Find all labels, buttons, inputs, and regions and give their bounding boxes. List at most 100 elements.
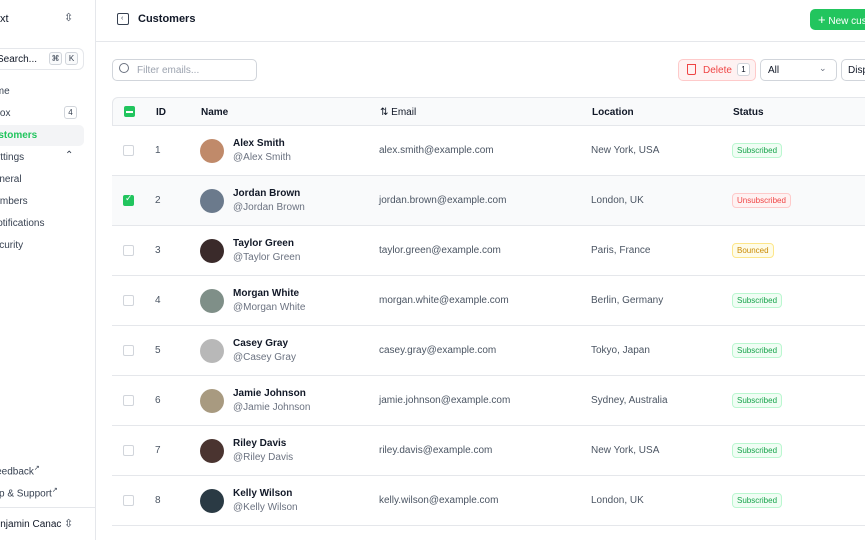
status-badge: Subscribed xyxy=(732,143,783,158)
sidebar-item-notifications[interactable]: Notifications xyxy=(0,218,45,229)
sidebar-item-settings[interactable]: Settings xyxy=(0,152,25,163)
customer-location: London, UK xyxy=(591,195,644,206)
customer-handle: @Alex Smith xyxy=(233,152,291,163)
customer-email: taylor.green@example.com xyxy=(379,245,501,256)
status-badge: Bounced xyxy=(732,243,774,258)
column-name: Name xyxy=(201,107,229,118)
customer-name: Taylor Green xyxy=(233,238,294,249)
row-checkbox[interactable] xyxy=(123,345,134,356)
row-id: 4 xyxy=(155,295,161,306)
customer-location: Berlin, Germany xyxy=(591,295,664,306)
customer-email: riley.davis@example.com xyxy=(379,445,493,456)
avatar xyxy=(200,339,224,363)
customer-email: casey.gray@example.com xyxy=(379,345,497,356)
column-email[interactable]: ⇅ Email xyxy=(380,107,417,118)
row-id: 3 xyxy=(155,245,161,256)
status-badge: Unsubscribed xyxy=(732,193,791,208)
customer-location: New York, USA xyxy=(591,445,660,456)
sidebar: Nuxt ⇳ Search... ⌘ K Home Inbox 4 Custom… xyxy=(0,0,96,540)
status-filter-select[interactable]: All ⌄ xyxy=(760,59,837,81)
row-id: 1 xyxy=(155,145,161,156)
team-switcher[interactable]: Nuxt xyxy=(0,13,9,25)
customer-location: Paris, France xyxy=(591,245,651,256)
avatar xyxy=(200,139,224,163)
sidebar-collapse-icon[interactable]: ‹ xyxy=(117,13,129,25)
filter-emails-input[interactable]: Filter emails... xyxy=(112,59,257,81)
sidebar-item-customers-bg[interactable] xyxy=(0,125,84,146)
customer-handle: @Jamie Johnson xyxy=(233,402,311,413)
table-row[interactable]: 3 Taylor Green @Taylor Green taylor.gree… xyxy=(112,226,865,276)
sidebar-item-security[interactable]: Security xyxy=(0,240,24,251)
feedback-link[interactable]: Feedback↗ xyxy=(0,465,40,478)
customer-name: Alex Smith xyxy=(233,138,285,149)
avatar xyxy=(200,389,224,413)
status-badge: Subscribed xyxy=(732,443,783,458)
table-row[interactable]: 5 Casey Gray @Casey Gray casey.gray@exam… xyxy=(112,326,865,376)
row-id: 6 xyxy=(155,395,161,406)
search-label: Search... xyxy=(0,54,38,65)
customer-handle: @Morgan White xyxy=(233,302,306,313)
customer-location: Sydney, Australia xyxy=(591,395,668,406)
delete-count: 1 xyxy=(737,63,750,76)
row-id: 8 xyxy=(155,495,161,506)
row-checkbox[interactable] xyxy=(123,245,134,256)
customer-location: Tokyo, Japan xyxy=(591,345,650,356)
customer-location: London, UK xyxy=(591,495,644,506)
table-row[interactable]: 8 Kelly Wilson @Kelly Wilson kelly.wilso… xyxy=(112,476,865,526)
kbd-k: K xyxy=(65,52,78,65)
customer-name: Riley Davis xyxy=(233,438,287,449)
customer-name: Kelly Wilson xyxy=(233,488,293,499)
table-row[interactable]: 6 Jamie Johnson @Jamie Johnson jamie.joh… xyxy=(112,376,865,426)
plus-icon: + xyxy=(818,12,826,27)
customer-name: Morgan White xyxy=(233,288,300,299)
trash-icon xyxy=(687,64,696,75)
table-row[interactable]: 4 Morgan White @Morgan White morgan.whit… xyxy=(112,276,865,326)
table-row[interactable]: ✓ 2 Jordan Brown @Jordan Brown jordan.br… xyxy=(112,176,865,226)
customer-handle: @Kelly Wilson xyxy=(233,502,298,513)
sidebar-item-customers[interactable]: Customers xyxy=(0,130,38,141)
top-bar: ‹ Customers + New customer xyxy=(96,0,865,42)
customer-email: jamie.johnson@example.com xyxy=(379,395,511,406)
sidebar-item-members[interactable]: Members xyxy=(0,196,28,207)
status-badge: Subscribed xyxy=(732,343,783,358)
customer-handle: @Taylor Green xyxy=(233,252,301,263)
avatar xyxy=(200,189,224,213)
delete-button[interactable]: Delete 1 xyxy=(678,59,756,81)
row-checkbox[interactable] xyxy=(123,445,134,456)
user-menu[interactable]: Benjamin Canac xyxy=(0,519,62,530)
sidebar-item-general[interactable]: General xyxy=(0,174,22,185)
status-badge: Subscribed xyxy=(732,493,783,508)
column-location: Location xyxy=(592,107,634,118)
customer-name: Jamie Johnson xyxy=(233,388,306,399)
row-checkbox[interactable] xyxy=(123,295,134,306)
sidebar-item-home[interactable]: Home xyxy=(0,86,10,97)
avatar xyxy=(200,489,224,513)
avatar xyxy=(200,239,224,263)
row-checkbox[interactable] xyxy=(123,145,134,156)
sidebar-item-inbox[interactable]: Inbox xyxy=(0,108,11,119)
table-row[interactable]: 7 Riley Davis @Riley Davis riley.davis@e… xyxy=(112,426,865,476)
customer-email: alex.smith@example.com xyxy=(379,145,494,156)
row-checkbox[interactable] xyxy=(123,495,134,506)
row-checkbox[interactable]: ✓ xyxy=(123,193,134,206)
chevron-up-icon[interactable]: ⌃ xyxy=(65,150,74,161)
chevron-up-down-icon[interactable]: ⇳ xyxy=(64,518,74,530)
customer-handle: @Casey Gray xyxy=(233,352,296,363)
display-button[interactable]: Display xyxy=(841,59,865,81)
delete-label: Delete xyxy=(703,65,732,76)
row-id: 7 xyxy=(155,445,161,456)
status-badge: Subscribed xyxy=(732,293,783,308)
chevron-down-icon: ⌄ xyxy=(819,63,827,73)
search-button[interactable]: Search... ⌘ K xyxy=(0,48,84,70)
new-customer-button[interactable]: + New customer xyxy=(810,9,865,30)
divider xyxy=(0,507,95,508)
filter-placeholder: Filter emails... xyxy=(137,65,200,76)
customer-location: New York, USA xyxy=(591,145,660,156)
chevron-up-down-icon[interactable]: ⇳ xyxy=(64,12,74,24)
row-checkbox[interactable] xyxy=(123,395,134,406)
help-support-link[interactable]: Help & Support↗ xyxy=(0,487,58,500)
table-row[interactable]: 1 Alex Smith @Alex Smith alex.smith@exam… xyxy=(112,126,865,176)
customer-name: Jordan Brown xyxy=(233,188,301,199)
page-title: Customers xyxy=(138,13,196,25)
select-all-checkbox[interactable] xyxy=(124,106,135,117)
